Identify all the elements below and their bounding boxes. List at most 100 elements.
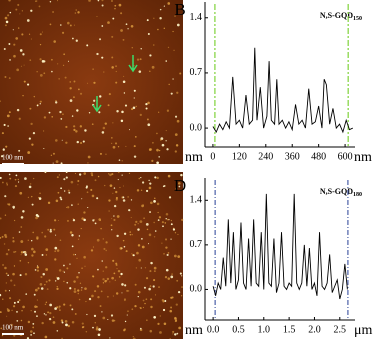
particle bbox=[85, 186, 88, 189]
particle bbox=[60, 162, 63, 165]
particle bbox=[124, 104, 128, 107]
particle bbox=[118, 159, 121, 161]
particle bbox=[2, 264, 4, 266]
particle bbox=[163, 253, 165, 255]
particle bbox=[27, 196, 30, 199]
particle bbox=[93, 99, 96, 102]
particle bbox=[48, 279, 51, 282]
particle bbox=[49, 319, 51, 321]
particle bbox=[73, 80, 76, 83]
particle bbox=[117, 179, 119, 181]
particle bbox=[99, 38, 102, 41]
particle bbox=[141, 237, 143, 240]
particle bbox=[0, 237, 2, 239]
particle bbox=[7, 125, 9, 127]
particle bbox=[162, 300, 165, 303]
particle bbox=[151, 65, 155, 69]
particle bbox=[81, 267, 83, 270]
particle bbox=[109, 281, 111, 283]
particle bbox=[30, 38, 32, 40]
particle bbox=[111, 276, 114, 280]
particle bbox=[21, 10, 23, 12]
particle bbox=[140, 176, 142, 179]
particle bbox=[24, 251, 26, 254]
particle bbox=[93, 81, 96, 84]
particle bbox=[27, 261, 30, 264]
particle bbox=[158, 216, 162, 219]
particle bbox=[69, 304, 72, 307]
particle bbox=[126, 314, 128, 316]
particle bbox=[149, 270, 152, 273]
particle bbox=[31, 203, 34, 206]
particle bbox=[97, 295, 100, 299]
particle bbox=[77, 184, 79, 186]
particle bbox=[36, 306, 38, 308]
particle bbox=[107, 104, 110, 107]
particle bbox=[69, 287, 72, 290]
particle bbox=[59, 196, 62, 199]
particle bbox=[164, 300, 167, 302]
particle bbox=[106, 277, 110, 281]
particle bbox=[29, 59, 32, 61]
particle bbox=[56, 330, 59, 332]
particle bbox=[101, 56, 104, 59]
particle bbox=[163, 184, 166, 187]
particle bbox=[165, 218, 167, 220]
particle bbox=[113, 218, 116, 221]
particle bbox=[52, 162, 54, 164]
particle bbox=[7, 248, 10, 251]
particle bbox=[4, 76, 7, 79]
particle bbox=[6, 114, 10, 118]
particle bbox=[65, 171, 68, 173]
particle bbox=[66, 219, 70, 222]
particle bbox=[114, 279, 116, 281]
particle bbox=[0, 293, 2, 297]
particle bbox=[0, 217, 2, 220]
particle bbox=[56, 249, 60, 252]
particle bbox=[63, 303, 66, 306]
particle bbox=[7, 274, 9, 277]
particle bbox=[139, 113, 142, 117]
y-tick-label: 0.0 bbox=[190, 122, 203, 133]
particle bbox=[34, 269, 37, 271]
particle bbox=[104, 184, 106, 187]
particle bbox=[130, 199, 133, 201]
particle bbox=[33, 95, 36, 98]
particle bbox=[86, 191, 89, 194]
particle bbox=[9, 297, 12, 300]
particle bbox=[144, 302, 146, 305]
particle bbox=[65, 323, 68, 327]
particle bbox=[130, 217, 132, 219]
particle bbox=[7, 309, 10, 312]
particle bbox=[110, 224, 113, 227]
particle bbox=[44, 303, 47, 306]
particle bbox=[19, 13, 21, 15]
particle bbox=[0, 311, 2, 314]
particle bbox=[78, 173, 82, 176]
particle bbox=[8, 173, 11, 176]
particle bbox=[59, 239, 62, 242]
x-tick-label: 2.0 bbox=[308, 324, 321, 335]
particle bbox=[140, 327, 142, 330]
particle bbox=[8, 203, 11, 206]
particle bbox=[115, 65, 117, 68]
particle bbox=[18, 231, 21, 233]
particle bbox=[18, 149, 21, 152]
particle bbox=[96, 326, 99, 329]
particle bbox=[58, 174, 61, 176]
particle bbox=[35, 0, 37, 2]
particle bbox=[5, 272, 8, 275]
particle bbox=[99, 305, 102, 307]
particle bbox=[101, 0, 104, 2]
particle bbox=[102, 270, 104, 272]
particle bbox=[72, 253, 75, 256]
particle bbox=[112, 259, 115, 262]
particle bbox=[146, 118, 149, 121]
particle bbox=[65, 141, 68, 144]
particle bbox=[164, 276, 168, 279]
particle bbox=[19, 49, 23, 52]
particle bbox=[153, 266, 157, 270]
particle bbox=[109, 337, 111, 339]
particle bbox=[116, 110, 119, 113]
particle bbox=[66, 267, 69, 270]
